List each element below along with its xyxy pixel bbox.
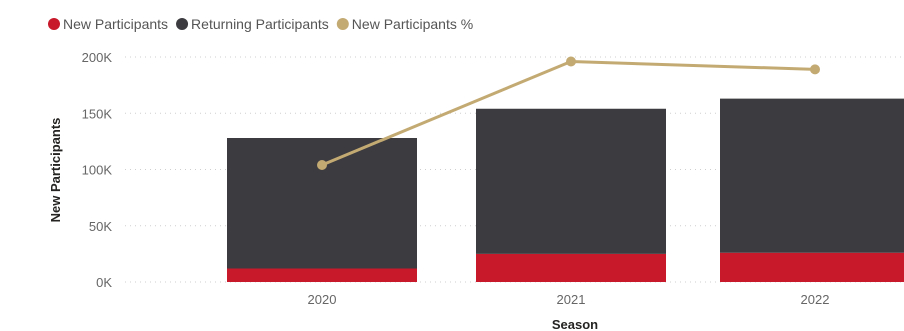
legend-marker-2	[336, 18, 349, 30]
x-axis-ticks: 2020 2021 2022	[308, 292, 830, 307]
bar-new-participants-2022	[720, 252, 904, 282]
legend-marker-1	[176, 18, 189, 30]
legend-label-2: New Participants %	[352, 16, 473, 32]
legend-label-1: Returning Participants	[191, 16, 329, 32]
line-series	[317, 56, 820, 170]
legend-label-0: New Participants	[63, 16, 168, 32]
y-tick-label-3: 150K	[82, 106, 113, 121]
y-axis-title: New Participants	[48, 118, 63, 223]
x-tick-label-2020: 2020	[308, 292, 337, 307]
x-axis-title: Season	[552, 317, 598, 331]
y-tick-label-4: 200K	[82, 50, 113, 65]
line-point-2020	[317, 160, 327, 170]
legend-marker-0	[48, 18, 60, 30]
y-tick-label-1: 50K	[89, 219, 112, 234]
line-point-2021	[566, 56, 576, 67]
bar-returning-participants-2021	[476, 108, 666, 254]
y-tick-label-0: 0K	[96, 275, 112, 290]
legend: New Participants Returning Participants Ne…	[48, 16, 473, 32]
bar-returning-participants-2022	[720, 98, 904, 253]
bar-returning-participants-2020	[227, 138, 417, 269]
line-point-2022	[810, 64, 820, 75]
y-axis-ticks: 0K 50K 100K 150K 200K	[82, 50, 113, 290]
y-tick-label-2: 100K	[82, 163, 113, 178]
bar-new-participants-2021	[476, 253, 666, 282]
x-tick-label-2022: 2022	[801, 292, 830, 307]
bars	[227, 98, 904, 282]
x-tick-label-2021: 2021	[557, 292, 586, 307]
bar-new-participants-2020	[227, 268, 417, 282]
